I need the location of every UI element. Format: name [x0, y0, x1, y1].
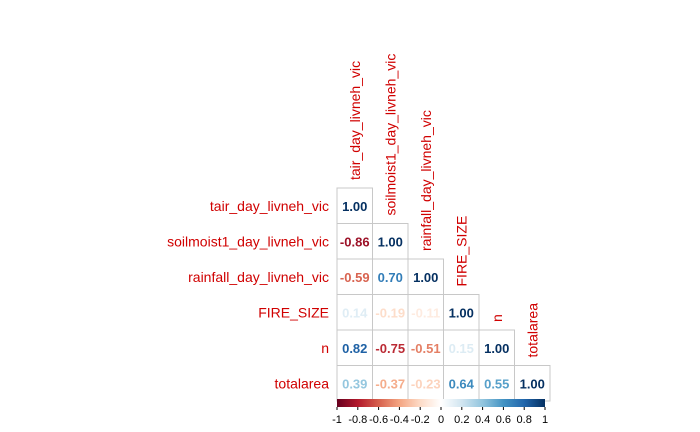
- matrix-cell: [407, 365, 444, 402]
- legend-tick-label: 0.2: [454, 414, 469, 426]
- correlation-value: -0.37: [375, 376, 405, 391]
- matrix-cell: [336, 187, 373, 224]
- column-label: tair_day_livneh_vic: [347, 61, 363, 180]
- row-label: soilmoist1_day_livneh_vic: [167, 233, 329, 249]
- matrix-cell: [336, 223, 373, 260]
- correlation-value: 0.82: [342, 341, 367, 356]
- correlation-cells: 1.00 -0.86 1.00 -0.59 0.70 1.00 0.14 -0.19 -0.11…: [336, 187, 551, 402]
- matrix-cell: [443, 294, 480, 331]
- matrix-cell: [372, 365, 409, 402]
- correlation-value: 1.00: [413, 270, 438, 285]
- correlation-value: -0.51: [411, 341, 441, 356]
- legend-tick-label: 1: [542, 414, 548, 426]
- row-label: rainfall_day_livneh_vic: [188, 269, 329, 285]
- legend-tick-label: -1: [332, 414, 342, 426]
- column-label: FIRE_SIZE: [453, 216, 469, 287]
- correlation-value: 1.00: [520, 376, 545, 391]
- row-label: n: [321, 340, 329, 356]
- color-legend: -1 -0.8 -0.6 -0.4 -0.2 0 0.2 0.4 0.6 0.8 1: [332, 399, 548, 426]
- correlation-value: 0.64: [449, 376, 475, 391]
- correlation-value: 0.70: [378, 270, 403, 285]
- correlation-value: 1.00: [449, 305, 474, 320]
- legend-tick-label: 0.6: [496, 414, 511, 426]
- matrix-cell: [514, 365, 551, 402]
- row-label: totalarea: [275, 375, 330, 391]
- row-labels: tair_day_livneh_vic soilmoist1_day_livneh…: [167, 198, 329, 392]
- correlation-value: 0.39: [342, 376, 367, 391]
- legend-color-bar: [337, 399, 545, 407]
- correlation-value: 0.55: [484, 376, 509, 391]
- correlation-value: 0.15: [449, 341, 474, 356]
- legend-tick-label: 0.8: [517, 414, 532, 426]
- matrix-cell: [443, 329, 480, 366]
- legend-tick-label: -0.6: [369, 414, 388, 426]
- matrix-cell: [443, 365, 480, 402]
- legend-tick-label: 0: [438, 414, 444, 426]
- legend-tick-label: -0.8: [348, 414, 367, 426]
- row-label: FIRE_SIZE: [258, 304, 329, 320]
- matrix-cell: [407, 258, 444, 295]
- column-label: rainfall_day_livneh_vic: [418, 110, 434, 251]
- matrix-cell: [478, 365, 515, 402]
- correlation-value: 1.00: [342, 199, 367, 214]
- correlation-value: -0.23: [411, 376, 441, 391]
- column-label: n: [489, 314, 505, 322]
- legend-tick-label: -0.2: [411, 414, 430, 426]
- legend-tick-label: -0.4: [390, 414, 409, 426]
- correlation-value: -0.11: [411, 305, 440, 320]
- matrix-cell: [336, 365, 373, 402]
- correlation-value: 0.14: [342, 305, 368, 320]
- correlation-value: -0.86: [340, 234, 370, 249]
- correlation-value: 1.00: [378, 234, 403, 249]
- column-label: totalarea: [524, 303, 540, 358]
- correlation-value: -0.75: [375, 341, 405, 356]
- matrix-cell: [372, 329, 409, 366]
- matrix-cell: [372, 294, 409, 331]
- correlation-value: -0.19: [375, 305, 405, 320]
- column-label: soilmoist1_day_livneh_vic: [382, 54, 398, 216]
- row-label: tair_day_livneh_vic: [210, 198, 329, 214]
- correlation-value: 1.00: [484, 341, 509, 356]
- correlation-value: -0.59: [340, 270, 370, 285]
- column-labels: tair_day_livneh_vic soilmoist1_day_livneh…: [347, 54, 541, 358]
- legend-tick-label: 0.4: [475, 414, 490, 426]
